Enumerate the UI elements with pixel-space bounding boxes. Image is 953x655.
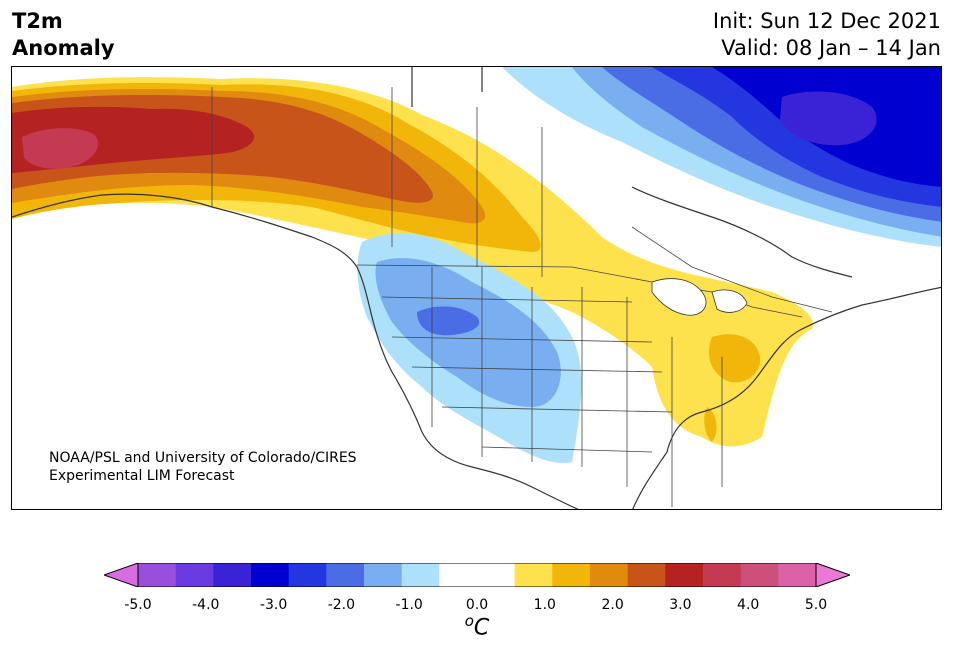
colorbar-tick-label: -4.0	[192, 597, 220, 613]
colorbar-tick-label: 5.0	[804, 597, 828, 613]
colorbar-segment	[326, 563, 365, 587]
forecast-dates: Init: Sun 12 Dec 2021 Valid: 08 Jan – 14…	[713, 8, 941, 62]
colorbar-tick-label: -5.0	[124, 597, 152, 613]
units-degree-mark: o	[464, 612, 474, 630]
colorbar-outline	[137, 563, 817, 587]
colorbar-segment	[514, 563, 553, 587]
colorbar-segment	[175, 563, 214, 587]
warm-anomaly-6	[22, 128, 99, 169]
colorbar-tick-label: 4.0	[737, 597, 760, 613]
colorbar-tick-label: 3.0	[669, 597, 692, 613]
map-panel	[11, 66, 942, 510]
colorbar-segment	[213, 563, 252, 587]
colorbar-tick-label: 0.0	[465, 597, 489, 613]
warm-anomaly-east	[704, 334, 761, 442]
colorbar-tick-label: -1.0	[395, 597, 423, 613]
colorbar-segment	[401, 563, 440, 587]
colorbar-segment	[665, 563, 704, 587]
colorbar-segment	[778, 563, 817, 587]
colorbar-segments	[138, 563, 817, 587]
colorbar-segment	[364, 563, 403, 587]
anomaly-map	[12, 67, 941, 509]
units-label: oC	[465, 612, 490, 640]
colorbar-right-extension	[815, 563, 850, 587]
colorbar-left-extension	[104, 563, 139, 587]
colorbar-tick-labels: -5.0 -4.0 -3.0 -2.0 -1.0 0.0 1.0 2.0 3.0 4.0 5.0	[0, 597, 953, 617]
colorbar-segment	[627, 563, 666, 587]
colorbar	[104, 563, 850, 587]
colorbar-segment	[288, 563, 327, 587]
cool-anomaly-w-3	[417, 306, 480, 336]
colorbar-segment	[703, 563, 742, 587]
colorbar-segment	[439, 563, 478, 587]
colorbar-tick-label: -2.0	[327, 597, 356, 613]
credit-line-1: NOAA/PSL and University of Colorado/CIRE…	[49, 450, 357, 466]
variable-label: T2m	[12, 9, 63, 33]
valid-range: Valid: 08 Jan – 14 Jan	[721, 36, 941, 60]
colorbar-segment	[138, 563, 177, 587]
colorbar-segment	[590, 563, 629, 587]
cool-anomaly-ne-6	[780, 91, 877, 146]
field-label: Anomaly	[12, 36, 115, 60]
colorbar-segment	[251, 563, 290, 587]
colorbar-segment	[477, 563, 516, 587]
units-base: C	[473, 615, 490, 641]
init-date: Init: Sun 12 Dec 2021	[712, 9, 941, 33]
map-title: T2m Anomaly	[12, 8, 115, 62]
great-lakes	[651, 278, 748, 316]
cool-anomaly-w-2	[375, 258, 561, 407]
coastlines	[12, 67, 941, 509]
colorbar-tick-label: -3.0	[259, 597, 288, 613]
colorbar-tick-label: 1.0	[533, 597, 556, 613]
credit-line-2: Experimental LIM Forecast	[49, 468, 235, 484]
colorbar-tick-label: 2.0	[601, 597, 624, 613]
data-source-credit: NOAA/PSL and University of Colorado/CIRE…	[49, 449, 357, 485]
colorbar-segment	[552, 563, 591, 587]
colorbar-segment	[740, 563, 779, 587]
